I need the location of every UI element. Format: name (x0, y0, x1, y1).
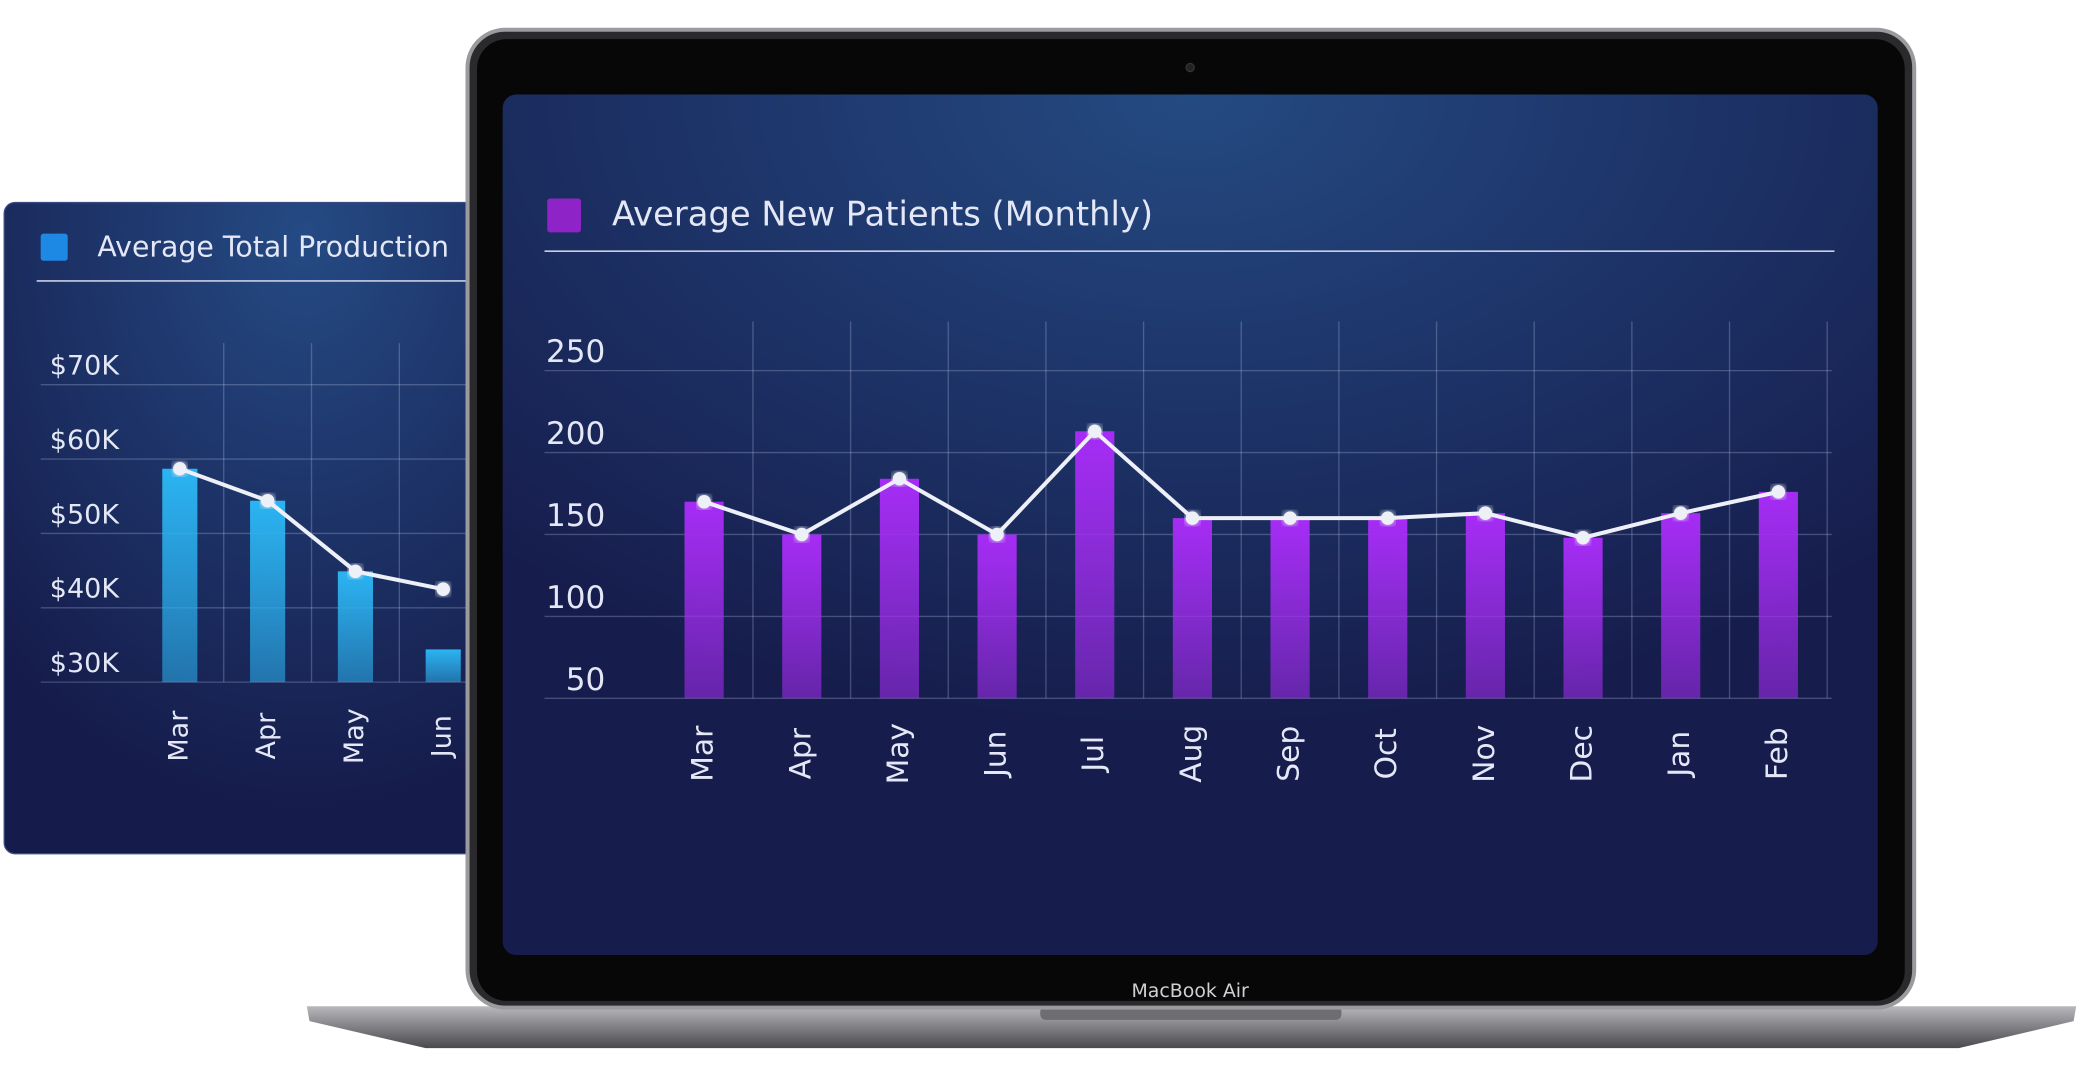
bar (1465, 513, 1505, 699)
x-tick-label: May (339, 708, 370, 764)
y-tick-label: $70K (50, 351, 121, 382)
x-tick-label: Oct (1369, 728, 1404, 779)
chart-title: Average Total Production (97, 231, 449, 264)
bar (1661, 513, 1701, 699)
line-point (260, 493, 275, 508)
line-point (1283, 511, 1297, 525)
line-point (1478, 506, 1493, 520)
line (703, 428, 1779, 540)
x-tick-label: Jun (427, 715, 458, 759)
x-tick-label: Mar (686, 725, 721, 782)
line-point (795, 527, 809, 542)
laptop-base (306, 1006, 2077, 1049)
y-tick-label: 200 (546, 416, 605, 452)
line-point (1673, 506, 1688, 520)
line-point (1087, 424, 1102, 439)
line-point (697, 494, 711, 509)
bar (1563, 537, 1603, 699)
line-point (1576, 531, 1590, 545)
bar (684, 501, 724, 699)
y-tick-label: 100 (546, 580, 605, 616)
line-point (990, 527, 1004, 542)
line-point (892, 472, 907, 486)
device-label: MacBook Air (1132, 980, 1250, 1002)
bar (250, 500, 286, 683)
bar (1368, 518, 1408, 699)
x-tick-label: Feb (1760, 727, 1795, 780)
bar (1075, 431, 1115, 699)
bar (1172, 518, 1212, 699)
line-point (436, 582, 450, 596)
y-tick-label: $40K (50, 574, 121, 605)
x-tick-label: May (881, 723, 916, 784)
line-point (1185, 511, 1200, 525)
bar (782, 534, 822, 699)
bar (1270, 518, 1310, 699)
x-tick-label: Aug (1174, 725, 1209, 783)
y-tick-label: $50K (50, 499, 121, 530)
bar (337, 571, 373, 683)
x-tick-label: Dec (1565, 725, 1600, 782)
bar (879, 478, 920, 699)
x-tick-label: Mar (163, 710, 194, 762)
camera (1185, 62, 1195, 73)
bar (425, 649, 461, 683)
x-tick-label: Nov (1467, 725, 1502, 783)
screen: Average New Patients (Monthly) 250 200 150 1… (502, 94, 1878, 955)
line-point (1380, 511, 1395, 525)
bar (1758, 491, 1798, 699)
y-tick-label: 250 (546, 334, 605, 370)
legend-swatch (547, 198, 581, 233)
x-tick-label: Jun (979, 731, 1014, 779)
line (179, 466, 444, 592)
y-tick-label: $30K (50, 648, 121, 679)
y-tick-label: $60K (50, 425, 121, 456)
y-tick-label: 150 (546, 498, 605, 534)
bar (977, 534, 1017, 699)
x-tick-label: Jul (1076, 736, 1111, 774)
y-tick-label: 50 (566, 662, 606, 698)
x-tick-label: Sep (1272, 726, 1307, 782)
chart-title: Average New Patients (Monthly) (612, 195, 1153, 234)
x-tick-label: Apr (251, 712, 282, 760)
line-point (1771, 485, 1786, 499)
bar (162, 468, 198, 683)
line-point (348, 564, 363, 579)
left-panel: Average Total Production $70K $60K $50K $40K… (3, 201, 505, 855)
chart: Average New Patients (Monthly) 250 200 150 1… (544, 195, 1835, 784)
legend-swatch (40, 233, 68, 261)
x-tick-label: Apr (783, 727, 818, 779)
x-tick-label: Jan (1662, 731, 1697, 779)
line-point (173, 461, 187, 476)
